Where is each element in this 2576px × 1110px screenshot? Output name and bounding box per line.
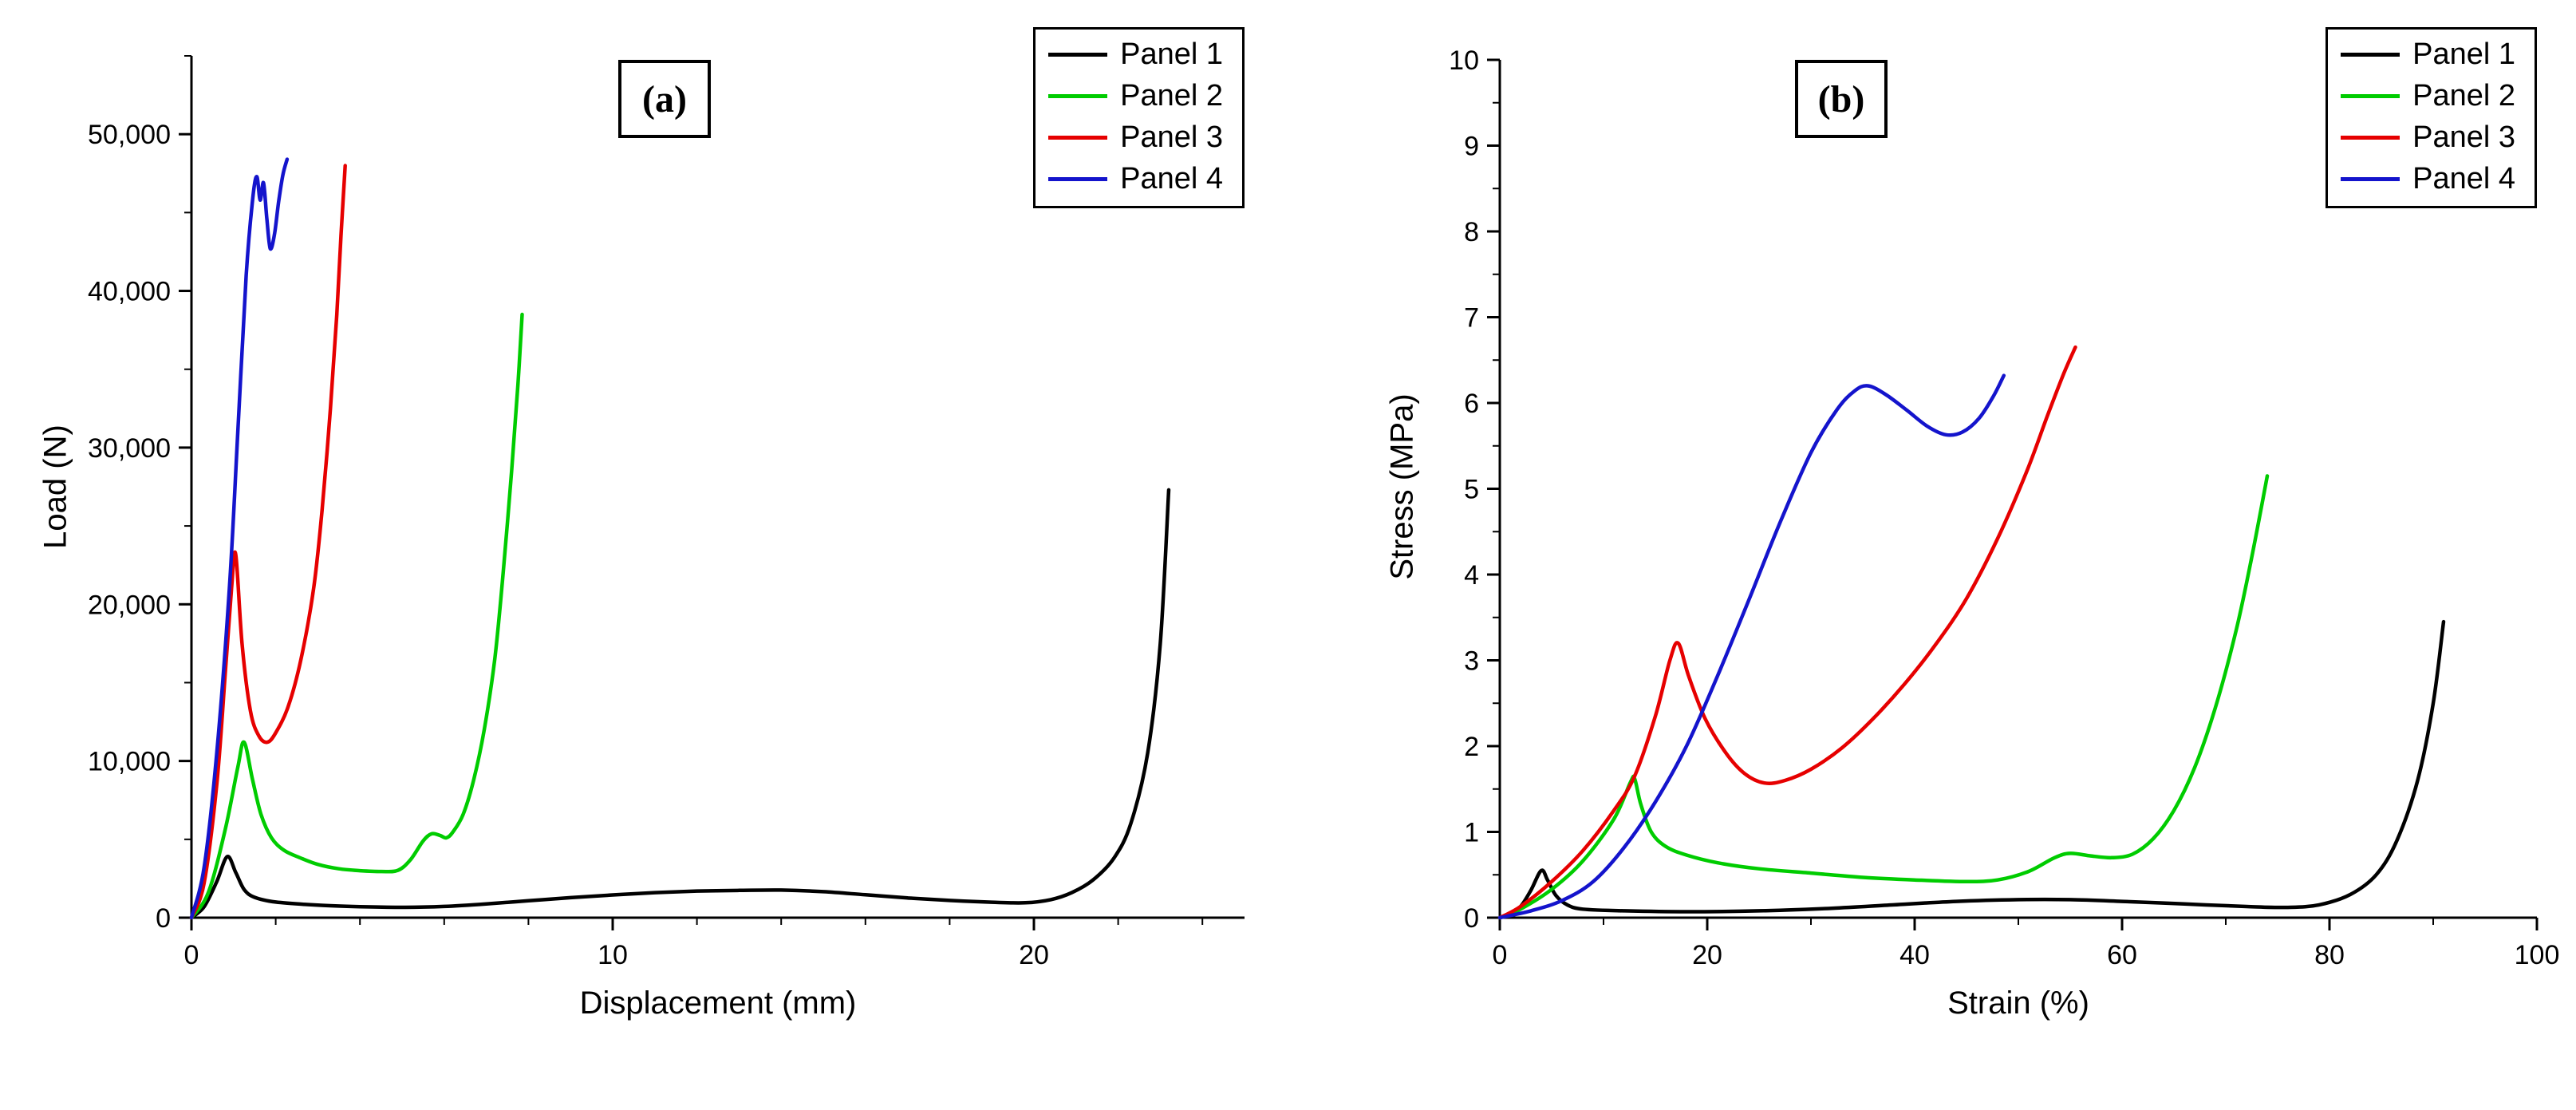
legend-line-swatch-panel-2 bbox=[1048, 94, 1108, 98]
legend-line-swatch-panel-4 bbox=[1048, 177, 1108, 181]
legend-line-swatch-panel-1 bbox=[2341, 53, 2400, 57]
panel-label-box-b: (b) bbox=[1795, 60, 1888, 138]
y-tick-label: 10 bbox=[1449, 45, 1479, 76]
legend-item-panel-1: Panel 1 bbox=[1048, 38, 1223, 72]
x-tick-label: 0 bbox=[184, 940, 199, 970]
x-tick-label: 0 bbox=[1493, 940, 1508, 970]
y-tick-label: 0 bbox=[1464, 903, 1479, 934]
series-line-panel-1 bbox=[189, 488, 1171, 920]
legend-label-panel-2: Panel 2 bbox=[1120, 79, 1223, 113]
y-axis-label-b: Stress (MPa) bbox=[1384, 393, 1420, 580]
y-tick-label: 8 bbox=[1464, 217, 1479, 247]
y-axis-label-a: Load (N) bbox=[37, 425, 73, 549]
legend-b: Panel 1 Panel 2 Panel 3 Panel 4 bbox=[2326, 27, 2537, 208]
x-tick-label: 80 bbox=[2314, 940, 2345, 970]
x-tick-label: 20 bbox=[1692, 940, 1722, 970]
x-tick-label: 20 bbox=[1019, 940, 1049, 970]
series-line-panel-2 bbox=[1497, 474, 2270, 920]
legend-label-panel-4: Panel 4 bbox=[2412, 162, 2515, 196]
legend-line-swatch-panel-2 bbox=[2341, 94, 2400, 98]
y-tick-label: 2 bbox=[1464, 732, 1479, 762]
y-tick-label: 20,000 bbox=[88, 590, 171, 620]
legend-a: Panel 1 Panel 2 Panel 3 Panel 4 bbox=[1033, 27, 1245, 208]
y-tick-label: 40,000 bbox=[88, 277, 171, 307]
x-tick-label: 10 bbox=[598, 940, 628, 970]
legend-item-panel-2: Panel 2 bbox=[2341, 79, 2515, 113]
panel-label-a: (a) bbox=[642, 77, 687, 120]
x-axis-label-b: Strain (%) bbox=[1947, 986, 2089, 1021]
legend-item-panel-3: Panel 3 bbox=[1048, 120, 1223, 155]
y-tick-label: 9 bbox=[1464, 132, 1479, 162]
legend-label-panel-2: Panel 2 bbox=[2412, 79, 2515, 113]
legend-item-panel-3: Panel 3 bbox=[2341, 120, 2515, 155]
panel-label-b: (b) bbox=[1817, 77, 1865, 120]
x-tick-label: 40 bbox=[1899, 940, 1930, 970]
legend-line-swatch-panel-3 bbox=[2341, 136, 2400, 140]
legend-item-panel-1: Panel 1 bbox=[2341, 38, 2515, 72]
y-tick-label: 4 bbox=[1464, 560, 1479, 591]
legend-item-panel-4: Panel 4 bbox=[1048, 162, 1223, 196]
chart-a: 0 10 20 0 10,000 20,000 30,000 40,000 50,000 Loa… bbox=[24, 16, 1268, 1093]
legend-label-panel-1: Panel 1 bbox=[1120, 38, 1223, 71]
series-line-panel-3 bbox=[189, 164, 347, 920]
legend-label-panel-4: Panel 4 bbox=[1120, 162, 1223, 196]
y-tick-label: 7 bbox=[1464, 303, 1479, 334]
series-line-panel-3 bbox=[1497, 345, 2077, 920]
x-axis-label-a: Displacement (mm) bbox=[579, 986, 857, 1021]
legend-label-panel-3: Panel 3 bbox=[1120, 120, 1223, 154]
y-tick-label: 0 bbox=[156, 903, 171, 934]
legend-item-panel-2: Panel 2 bbox=[1048, 79, 1223, 113]
series-line-panel-2 bbox=[189, 312, 524, 920]
series-line-panel-1 bbox=[1497, 619, 2446, 920]
series-line-panel-4 bbox=[1497, 373, 2006, 920]
legend-item-panel-4: Panel 4 bbox=[2341, 162, 2515, 196]
y-tick-label: 3 bbox=[1464, 646, 1479, 677]
y-tick-label: 5 bbox=[1464, 475, 1479, 505]
legend-label-panel-1: Panel 1 bbox=[2412, 38, 2515, 71]
y-tick-label: 50,000 bbox=[88, 120, 171, 150]
panel-label-box-a: (a) bbox=[618, 60, 711, 138]
legend-label-panel-3: Panel 3 bbox=[2412, 120, 2515, 154]
y-tick-label: 10,000 bbox=[88, 747, 171, 777]
x-tick-label: 60 bbox=[2107, 940, 2137, 970]
y-tick-label: 30,000 bbox=[88, 433, 171, 464]
plot-area-a: 0 10 20 0 10,000 20,000 30,000 40,000 50,000 bbox=[88, 55, 1245, 970]
chart-b: 0 20 40 60 80 100 0 1 2 3 4 5 6 7 8 9 10 Stress (MPa) St… bbox=[1316, 16, 2561, 1093]
legend-line-swatch-panel-3 bbox=[1048, 136, 1108, 140]
x-tick-label: 100 bbox=[2515, 940, 2560, 970]
y-tick-label: 6 bbox=[1464, 389, 1479, 419]
legend-line-swatch-panel-1 bbox=[1048, 53, 1108, 57]
plot-area-b: 0 20 40 60 80 100 0 1 2 3 4 5 6 7 8 9 10 bbox=[1449, 45, 2560, 970]
series-line-panel-4 bbox=[189, 157, 290, 920]
legend-line-swatch-panel-4 bbox=[2341, 177, 2400, 181]
y-tick-label: 1 bbox=[1464, 818, 1479, 848]
